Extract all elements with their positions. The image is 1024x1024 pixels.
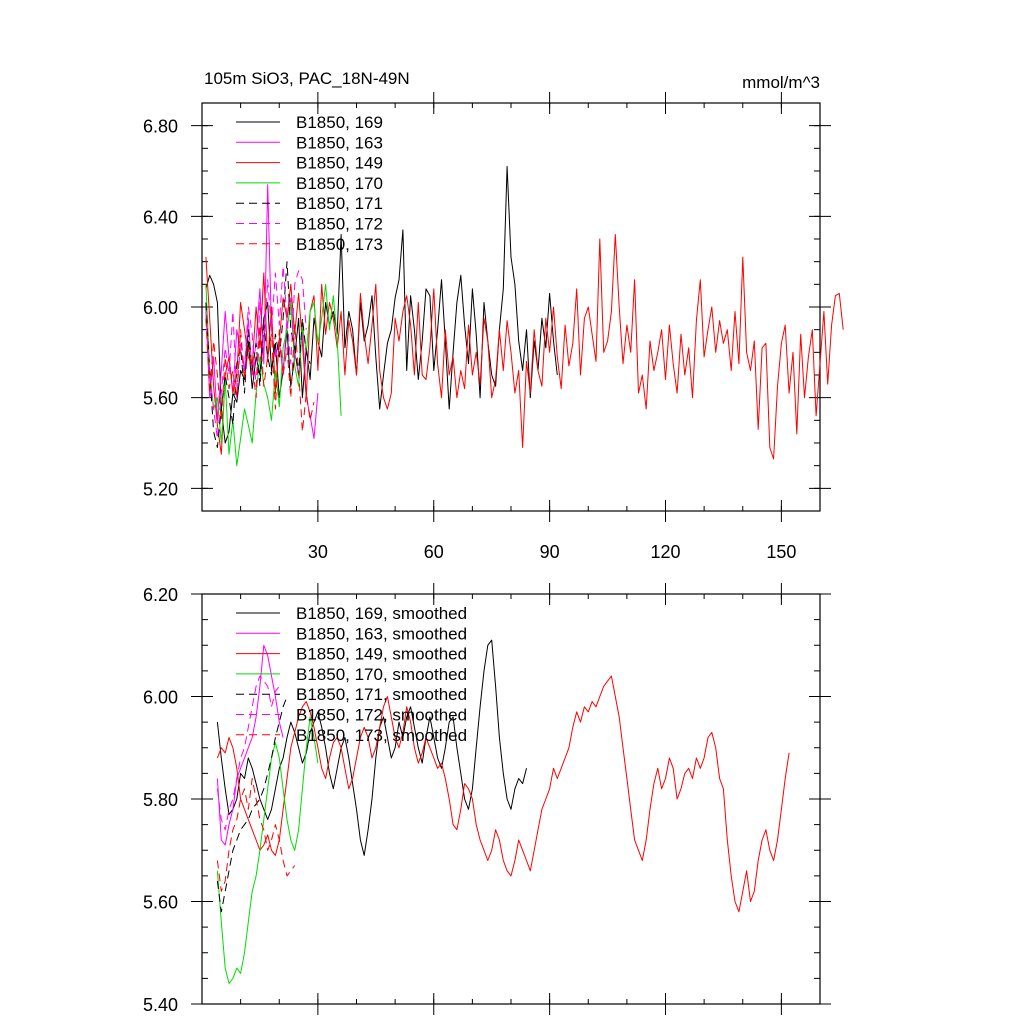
y-tick-label: 6.00 [143,688,178,708]
x-tick-label: 150 [766,542,796,562]
series-line: B1850, 169, smoothed [216,639,527,856]
series-line: B1850, 171, smoothed [216,696,288,913]
x-tick-label: 90 [540,542,560,562]
y-tick-label: 6.00 [143,298,178,318]
series-line: B1850, 163, smoothed [216,644,284,846]
series-line: B1850, 149, smoothed [216,675,790,913]
series-line: B1850, 172, smoothed [216,675,280,831]
top-chart-title: 105m SiO3, PAC_18N-49N [204,69,410,88]
y-tick-label: 6.40 [143,207,178,227]
y-tick-label: 5.60 [143,893,178,913]
series-line: B1850, 170 [205,283,342,467]
series-line: B1850, 172 [205,265,307,439]
legend-label: B1850, 163 [296,133,383,152]
legend-label: B1850, 170, smoothed [296,665,467,684]
legend-label: B1850, 169, smoothed [296,604,467,623]
y-tick-label: 5.80 [143,790,178,810]
series-line: B1850, 173, smoothed [216,778,296,892]
bottom-panel: 5.40 5.60 5.80 6.00 6.20 B1850, 169, smoothed… [143,583,831,1015]
y-tick-label: 5.60 [143,389,178,409]
x-tick-label: 60 [424,542,444,562]
legend-label: B1850, 172, smoothed [296,706,467,725]
legend-label: B1850, 171, smoothed [296,685,467,704]
legend-label: B1850, 173 [296,235,383,254]
legend-label: B1850, 172 [296,215,383,234]
x-tick-label: 120 [650,542,680,562]
series-line: B1850, 173 [205,318,315,433]
top-panel: 30 60 90 120 150 5.20 5.60 6.00 6.40 6.80 B1850, 1… [143,92,844,562]
legend-label: B1850, 149 [296,154,383,173]
y-tick-label: 6.20 [143,585,178,605]
legend-label: B1850, 173, smoothed [296,726,467,745]
top-chart-units: mmol/m^3 [742,73,820,92]
legend-label: B1850, 171 [296,194,383,213]
x-tick-label: 30 [308,542,328,562]
y-tick-label: 5.20 [143,479,178,499]
y-tick-label: 6.80 [143,117,178,137]
legend-label: B1850, 169 [296,113,383,132]
legend-label: B1850, 170 [296,174,383,193]
series-line: B1850, 170, smoothed [216,716,319,984]
series-line: B1850, 149 [205,234,844,460]
legend-label: B1850, 149, smoothed [296,645,467,664]
legend-label: B1850, 163, smoothed [296,624,467,643]
y-tick-label: 5.40 [143,995,178,1015]
